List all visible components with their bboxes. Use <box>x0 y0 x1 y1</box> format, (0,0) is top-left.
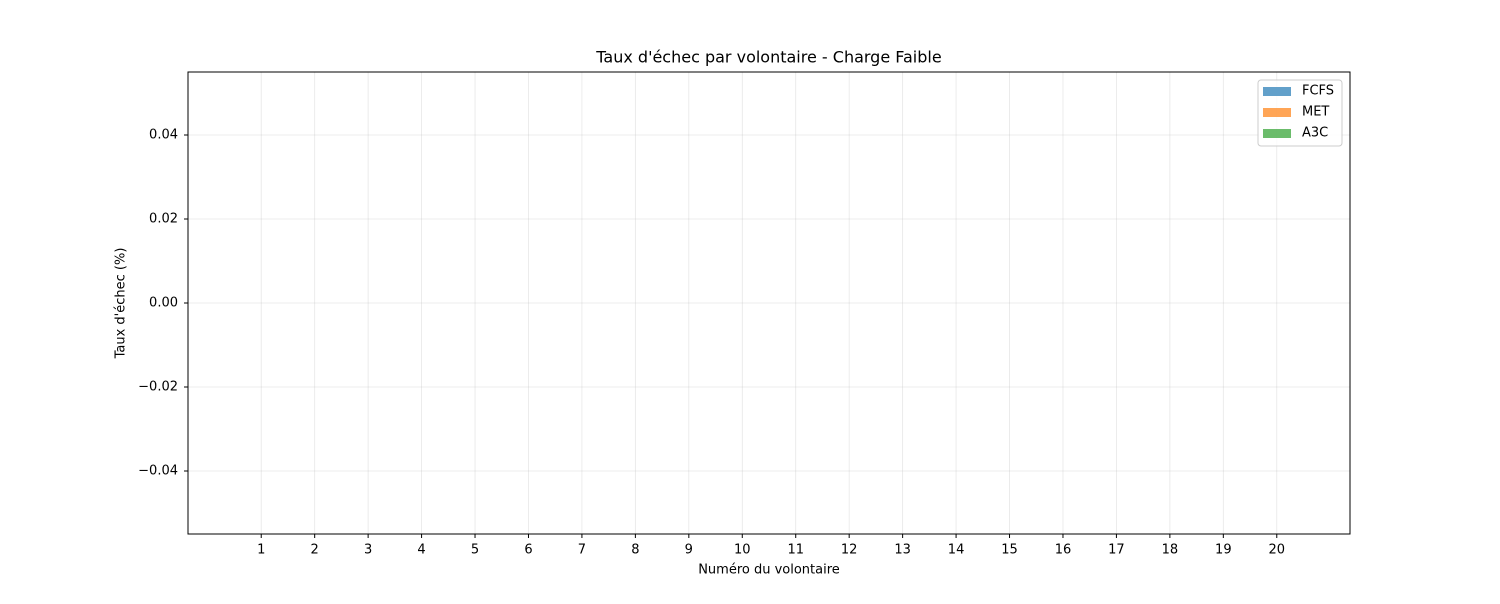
legend-swatch <box>1263 108 1291 117</box>
x-tick-label: 9 <box>685 543 693 558</box>
x-tick-label: 16 <box>1055 543 1072 558</box>
y-tick-label: 0.02 <box>149 212 178 227</box>
legend-label: MET <box>1302 105 1329 120</box>
x-tick-label: 18 <box>1162 543 1179 558</box>
x-tick-label: 15 <box>1001 543 1018 558</box>
x-tick-label: 6 <box>524 543 532 558</box>
x-tick-label: 4 <box>417 543 425 558</box>
y-tick-label: 0.04 <box>149 128 178 143</box>
y-axis-label: Taux d'échec (%) <box>114 248 129 360</box>
x-tick-label: 2 <box>311 543 319 558</box>
x-axis-label: Numéro du volontaire <box>698 563 840 578</box>
x-tick-label: 7 <box>578 543 586 558</box>
chart-title: Taux d'échec par volontaire - Charge Fai… <box>595 48 941 67</box>
x-tick-label: 3 <box>364 543 372 558</box>
x-tick-label: 8 <box>631 543 639 558</box>
x-tick-label: 5 <box>471 543 479 558</box>
x-tick-label: 14 <box>948 543 965 558</box>
x-tick-label: 17 <box>1108 543 1125 558</box>
legend-label: A3C <box>1302 126 1328 141</box>
x-tick-label: 1 <box>257 543 265 558</box>
legend-swatch <box>1263 87 1291 96</box>
y-tick-label: −0.02 <box>138 380 178 395</box>
plot-frame <box>187 71 1351 535</box>
x-tick-label: 10 <box>734 543 751 558</box>
x-tick-label: 13 <box>894 543 911 558</box>
y-tick-label: 0.00 <box>149 296 178 311</box>
x-tick-label: 12 <box>841 543 858 558</box>
legend-swatch <box>1263 129 1291 138</box>
legend-label: FCFS <box>1302 84 1334 99</box>
y-tick-label: −0.04 <box>138 464 178 479</box>
x-tick-label: 20 <box>1269 543 1286 558</box>
x-tick-label: 19 <box>1215 543 1232 558</box>
x-tick-label: 11 <box>787 543 804 558</box>
